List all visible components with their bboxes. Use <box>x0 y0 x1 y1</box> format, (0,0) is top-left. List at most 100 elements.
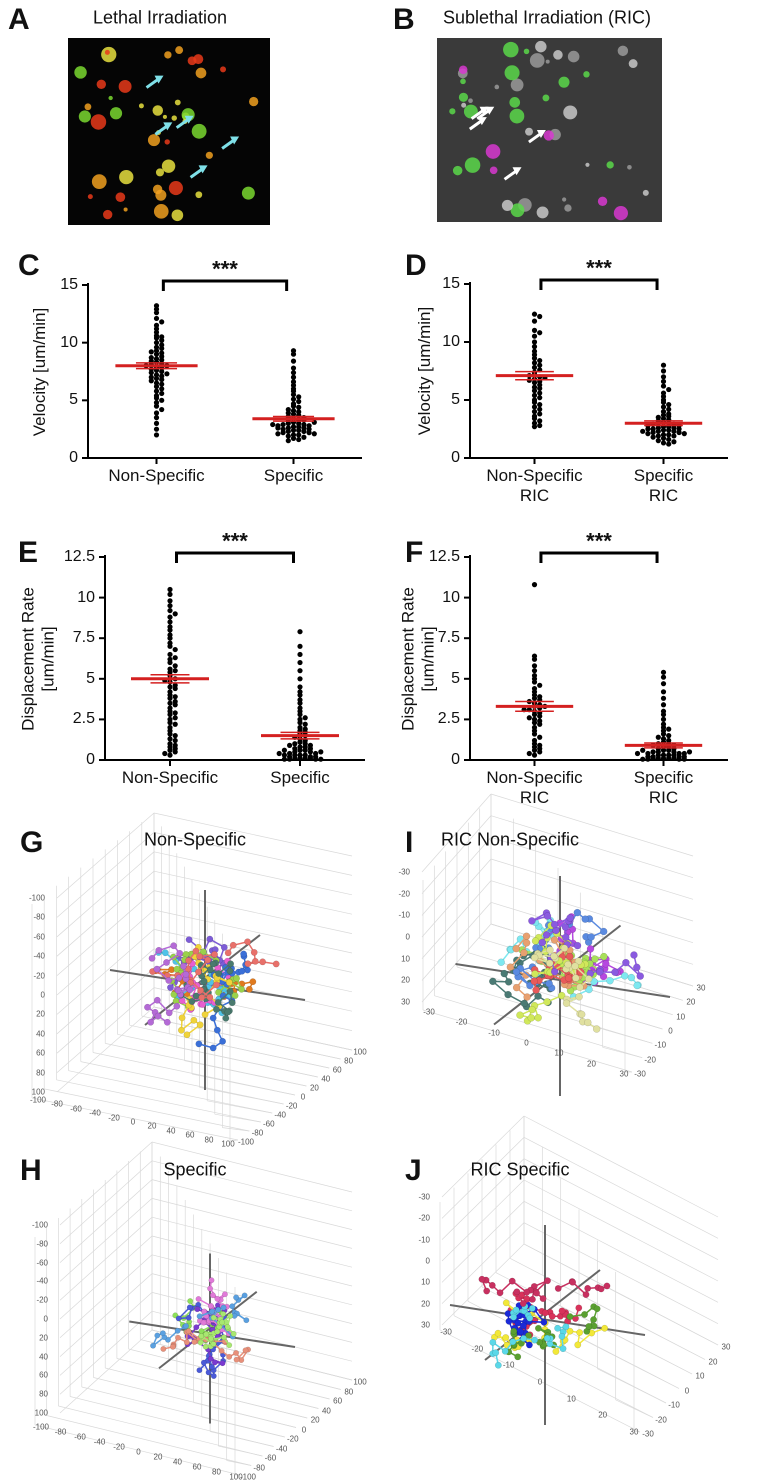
y-tick-label: -100 <box>239 1472 257 1482</box>
data-point <box>270 421 276 428</box>
track-point <box>550 952 558 961</box>
y-tick-label: 5 <box>69 391 78 409</box>
track-point <box>530 953 539 962</box>
data-point <box>301 434 307 440</box>
data-point <box>297 700 303 706</box>
arrow-head <box>184 115 194 124</box>
data-point <box>531 582 538 588</box>
track-point <box>528 1005 536 1014</box>
track-point <box>230 1330 237 1337</box>
track-point <box>558 1307 566 1315</box>
arrow-head <box>198 165 208 174</box>
data-point <box>290 411 297 417</box>
data-point <box>167 711 173 718</box>
data-point <box>167 752 173 758</box>
track-point <box>173 1002 181 1010</box>
data-point <box>153 375 160 382</box>
data-point <box>281 752 287 758</box>
data-point <box>537 422 543 429</box>
y-tick-label: 0 <box>684 1385 690 1395</box>
y-tick-label: 2.5 <box>72 710 95 728</box>
track-point <box>516 1011 524 1019</box>
data-point <box>531 388 538 394</box>
track-point <box>633 981 641 990</box>
track-point <box>192 992 200 1000</box>
cell <box>494 84 500 90</box>
data-point <box>159 345 165 352</box>
cell <box>523 48 530 55</box>
track-point <box>550 936 559 944</box>
cell <box>628 59 638 69</box>
x-tick-label: 30 <box>629 1427 639 1437</box>
significance-bracket <box>539 551 659 563</box>
z-tick-label: -40 <box>33 951 45 961</box>
track-point <box>544 1277 551 1285</box>
cell <box>613 206 628 221</box>
data-point <box>276 750 282 757</box>
grid-line <box>116 1358 319 1409</box>
panel-letter: C <box>18 248 40 282</box>
grid-line <box>59 1216 153 1301</box>
data-point <box>297 711 303 718</box>
data-point <box>671 433 677 439</box>
data-point <box>153 351 160 357</box>
data-point <box>666 755 672 761</box>
y-tick-label: -40 <box>274 1110 286 1120</box>
track-point <box>582 1291 590 1299</box>
grid-line <box>523 1137 719 1239</box>
data-point <box>531 679 538 685</box>
track-point <box>581 915 589 923</box>
track-point <box>525 1341 533 1349</box>
grid-line <box>56 929 155 1015</box>
cell <box>564 204 572 212</box>
data-point <box>285 420 291 426</box>
cell <box>249 96 259 107</box>
track-point <box>198 1328 205 1335</box>
track-point <box>196 1313 203 1320</box>
grid-line <box>441 1158 525 1240</box>
x-tick-label: 20 <box>147 1121 157 1131</box>
grid-line <box>509 1258 706 1360</box>
cell <box>510 203 525 218</box>
grid-line <box>151 1179 353 1230</box>
micrograph <box>437 38 662 222</box>
track-point <box>186 1304 193 1311</box>
y-tick-label: 12.5 <box>63 547 95 565</box>
panel-letter: G <box>20 825 44 859</box>
grid-line <box>58 1405 263 1457</box>
z-tick-label: -10 <box>398 910 410 920</box>
track-point <box>494 1361 502 1369</box>
track-point <box>196 1367 203 1374</box>
track-point <box>183 1031 191 1039</box>
data-point <box>153 340 160 346</box>
cell <box>187 56 197 66</box>
track-point <box>543 912 552 920</box>
track-point <box>550 920 559 929</box>
data-point <box>666 402 672 408</box>
grid-line <box>59 1273 153 1357</box>
z-tick-label: -80 <box>33 912 45 922</box>
grid-line <box>59 1310 153 1395</box>
data-point <box>275 431 281 437</box>
data-point <box>302 755 308 761</box>
track-point <box>630 951 638 959</box>
track-point <box>244 938 252 946</box>
grid-line <box>59 1141 153 1226</box>
data-point <box>153 432 160 438</box>
track-point <box>238 985 245 993</box>
data-point <box>153 403 160 409</box>
cell <box>617 45 629 57</box>
data-point <box>660 669 667 675</box>
grid-line <box>153 870 353 915</box>
track-point <box>531 1336 539 1344</box>
grid-line <box>153 812 353 857</box>
cell <box>174 99 181 106</box>
cell <box>543 130 554 141</box>
track-point <box>169 1343 176 1350</box>
data-point <box>290 358 297 364</box>
y-tick-label: -10 <box>668 1400 680 1410</box>
x-tick-label: Non-Specific RIC <box>486 768 583 807</box>
x-tick-label: -30 <box>440 1327 452 1337</box>
z-tick-label: 0 <box>43 1314 48 1324</box>
data-point <box>537 395 543 401</box>
